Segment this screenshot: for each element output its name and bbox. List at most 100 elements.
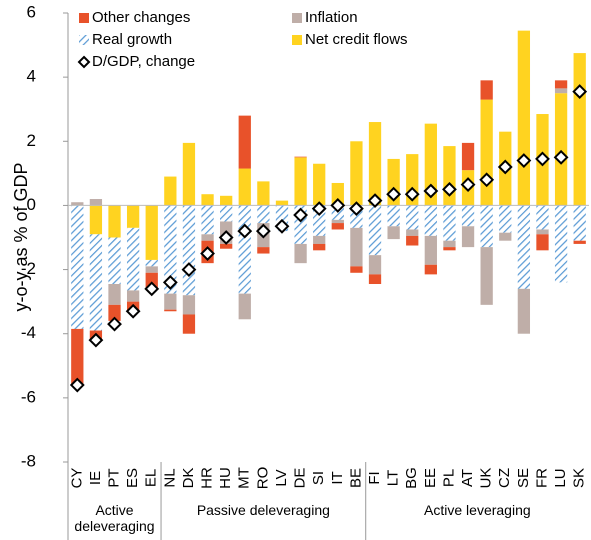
bar-segment	[238, 115, 251, 169]
diamond-marker	[423, 183, 439, 199]
x-tick-label: ES	[124, 468, 141, 488]
bar-segment	[461, 142, 475, 171]
x-tick-label: SI	[310, 471, 327, 485]
bar-segment	[536, 229, 549, 235]
diamond-marker	[516, 153, 532, 168]
bar-segment	[257, 181, 270, 206]
bar-segment	[108, 205, 121, 238]
bar-segment	[182, 142, 196, 206]
bar-segment	[554, 88, 568, 94]
y-axis-label: y-o-y as % of GDP	[11, 162, 31, 311]
bar-segment	[164, 293, 177, 310]
bar-segment	[164, 176, 177, 206]
bar-segment	[220, 243, 233, 249]
bar-segment	[554, 93, 568, 206]
bar-segment	[368, 205, 382, 256]
x-tick-label: DK	[180, 468, 197, 489]
bar-segment	[517, 288, 531, 334]
x-tick-label: CZ	[496, 468, 513, 488]
x-tick-label: LT	[385, 470, 402, 486]
bar-segment	[406, 235, 419, 246]
y-tick-label: 2	[27, 131, 36, 150]
legend-label: Net credit flows	[305, 31, 408, 48]
y-tick-label: -2	[21, 259, 36, 278]
bar-segment	[313, 243, 326, 251]
x-tick-label: BE	[347, 468, 364, 488]
y-tick-label: -8	[21, 451, 36, 470]
bar-segment	[89, 199, 103, 206]
bar-segment	[443, 247, 456, 251]
bar-segment	[387, 226, 400, 240]
bar-segment	[461, 226, 475, 248]
diamond-marker	[404, 186, 420, 202]
group-label: Active deleveraging	[74, 502, 155, 534]
bar-segment	[517, 30, 531, 206]
x-tick-label: RO	[254, 467, 271, 490]
diamond-marker	[330, 198, 346, 213]
bar-segment	[480, 205, 493, 248]
bar-segment	[331, 223, 344, 230]
bar-segment	[71, 205, 84, 329]
bar-segment	[424, 123, 437, 206]
bar-segment	[145, 266, 158, 273]
diamond-marker	[442, 181, 457, 197]
bar-segment	[573, 240, 586, 244]
x-tick-label: SK	[571, 468, 588, 488]
bar-segment	[145, 205, 158, 260]
bar-segment	[480, 99, 493, 206]
bar-segment	[406, 229, 419, 236]
diamond-marker	[274, 218, 290, 234]
diamond-marker	[293, 207, 309, 223]
legend-label: Inflation	[305, 9, 358, 26]
y-tick-label: 6	[27, 2, 36, 21]
bar-segment	[517, 205, 531, 289]
bar-segment	[182, 295, 196, 315]
diamond-marker	[255, 223, 271, 239]
bar-segment	[201, 234, 214, 241]
bar-segment	[126, 227, 140, 291]
bar-segment	[499, 205, 512, 233]
bar-segment	[164, 205, 177, 294]
diamond-marker	[69, 377, 85, 393]
bar-segment	[499, 232, 512, 241]
bar-segment	[536, 205, 549, 230]
x-tick-label: CY	[68, 468, 85, 489]
x-tick-label: SE	[515, 468, 532, 488]
bar-segment	[182, 205, 196, 296]
bar-segment	[201, 194, 214, 206]
diamond-marker	[479, 172, 495, 188]
x-tick-label: AT	[459, 469, 476, 487]
bar-segment	[257, 205, 270, 224]
legend-swatch	[79, 13, 89, 23]
bar-segment	[443, 205, 456, 241]
bar-segment	[126, 290, 140, 302]
diamond-marker	[181, 262, 197, 277]
diamond-marker	[460, 177, 476, 192]
bar-segment	[220, 205, 233, 222]
diamond-marker	[497, 159, 513, 175]
diamond-marker	[125, 303, 141, 319]
x-tick-label: DE	[292, 468, 309, 489]
bar-segment	[313, 235, 326, 244]
bar-segment	[164, 309, 177, 312]
bar-segment	[350, 266, 363, 273]
x-tick-label: BG	[403, 467, 420, 489]
legend-marker	[77, 55, 91, 69]
diamond-marker	[144, 281, 160, 297]
bar-segment	[294, 157, 307, 206]
bar-segment	[554, 80, 568, 89]
bar-segment	[71, 202, 84, 206]
bar-segment	[89, 205, 103, 235]
bar-segment	[238, 168, 251, 206]
bar-segment	[182, 314, 196, 334]
bar-segment	[424, 264, 437, 275]
bar-segment	[108, 237, 121, 285]
group-label: Passive deleveraging	[196, 502, 330, 518]
x-tick-label: IT	[329, 471, 346, 484]
bar-segment	[554, 205, 568, 283]
legend-swatch	[292, 35, 302, 45]
diamond-marker	[218, 230, 234, 245]
diamond-marker	[311, 201, 327, 217]
